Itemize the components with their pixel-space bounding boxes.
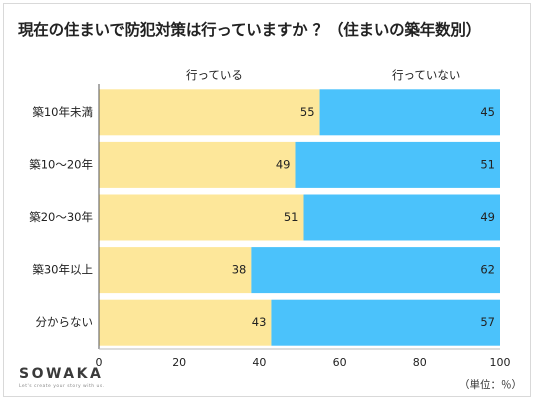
value-not-doing-2: 49 [480, 210, 495, 224]
legend-not-doing: 行っていない [392, 68, 461, 82]
category-label-2: 築20〜30年 [29, 210, 93, 224]
bar-not-doing-2 [303, 194, 500, 241]
value-doing-3: 38 [232, 263, 247, 277]
value-doing-0: 55 [300, 105, 315, 119]
value-not-doing-4: 57 [480, 315, 495, 329]
x-tick-label-2: 40 [252, 356, 266, 369]
x-tick-label-3: 60 [333, 356, 347, 369]
bar-doing-1 [99, 141, 296, 188]
bar-not-doing-1 [295, 141, 500, 188]
bar-doing-3 [99, 247, 252, 294]
bar-doing-2 [99, 194, 304, 241]
x-tick-label-1: 20 [172, 356, 186, 369]
value-doing-2: 51 [284, 210, 299, 224]
unit-label: （単位：％） [459, 379, 522, 391]
category-label-3: 築30年以上 [32, 263, 93, 277]
bar-not-doing-0 [319, 89, 500, 136]
bar-not-doing-3 [251, 247, 500, 294]
bar-doing-0 [99, 89, 320, 136]
value-not-doing-0: 45 [480, 105, 495, 119]
legend-doing: 行っている [186, 68, 243, 82]
value-doing-4: 43 [252, 315, 267, 329]
category-label-1: 築10〜20年 [29, 157, 93, 171]
bar-doing-4 [99, 299, 272, 346]
value-not-doing-3: 62 [480, 263, 495, 277]
sowaka-logo: SOWAKA [19, 366, 104, 382]
chart-title: 現在の住まいで防犯対策は行っていますか ？（住まいの築年数別） [18, 21, 481, 39]
bar-not-doing-4 [271, 299, 500, 346]
logo-tagline: Let's create your story with us. [19, 384, 105, 389]
x-tick-label-5: 100 [490, 356, 511, 369]
value-doing-1: 49 [276, 157, 291, 171]
value-not-doing-1: 51 [480, 157, 495, 171]
category-label-4: 分からない [36, 315, 94, 329]
x-tick-label-0: 0 [96, 356, 103, 369]
x-tick-label-4: 80 [413, 356, 427, 369]
category-label-0: 築10年未満 [32, 105, 93, 119]
